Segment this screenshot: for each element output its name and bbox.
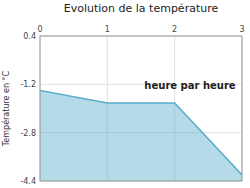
line [40,90,242,175]
x-tick-label: 0 [37,25,42,34]
title: Evolution de la température [64,2,219,15]
y-tick-label: -1.2 [20,80,36,89]
y-tick-label: 0.4 [23,32,36,41]
chart-container: Evolution de la température 0.4 -1.2 -2.8 -4… [0,0,250,188]
y-axis-label: Température en °C [1,70,11,147]
y-tick-label: -2.8 [20,129,36,138]
x-tick-label: 1 [105,25,110,34]
x-tick-label: 3 [239,25,244,34]
chart-svg: Evolution de la température 0.4 -1.2 -2.8 -4… [0,0,250,188]
annotation: heure par heure [144,80,235,91]
plot-area [40,90,242,181]
y-tick-label: -4.4 [20,177,36,186]
plot-frame [40,36,242,181]
area [40,90,242,181]
x-tick-label: 2 [172,25,177,34]
